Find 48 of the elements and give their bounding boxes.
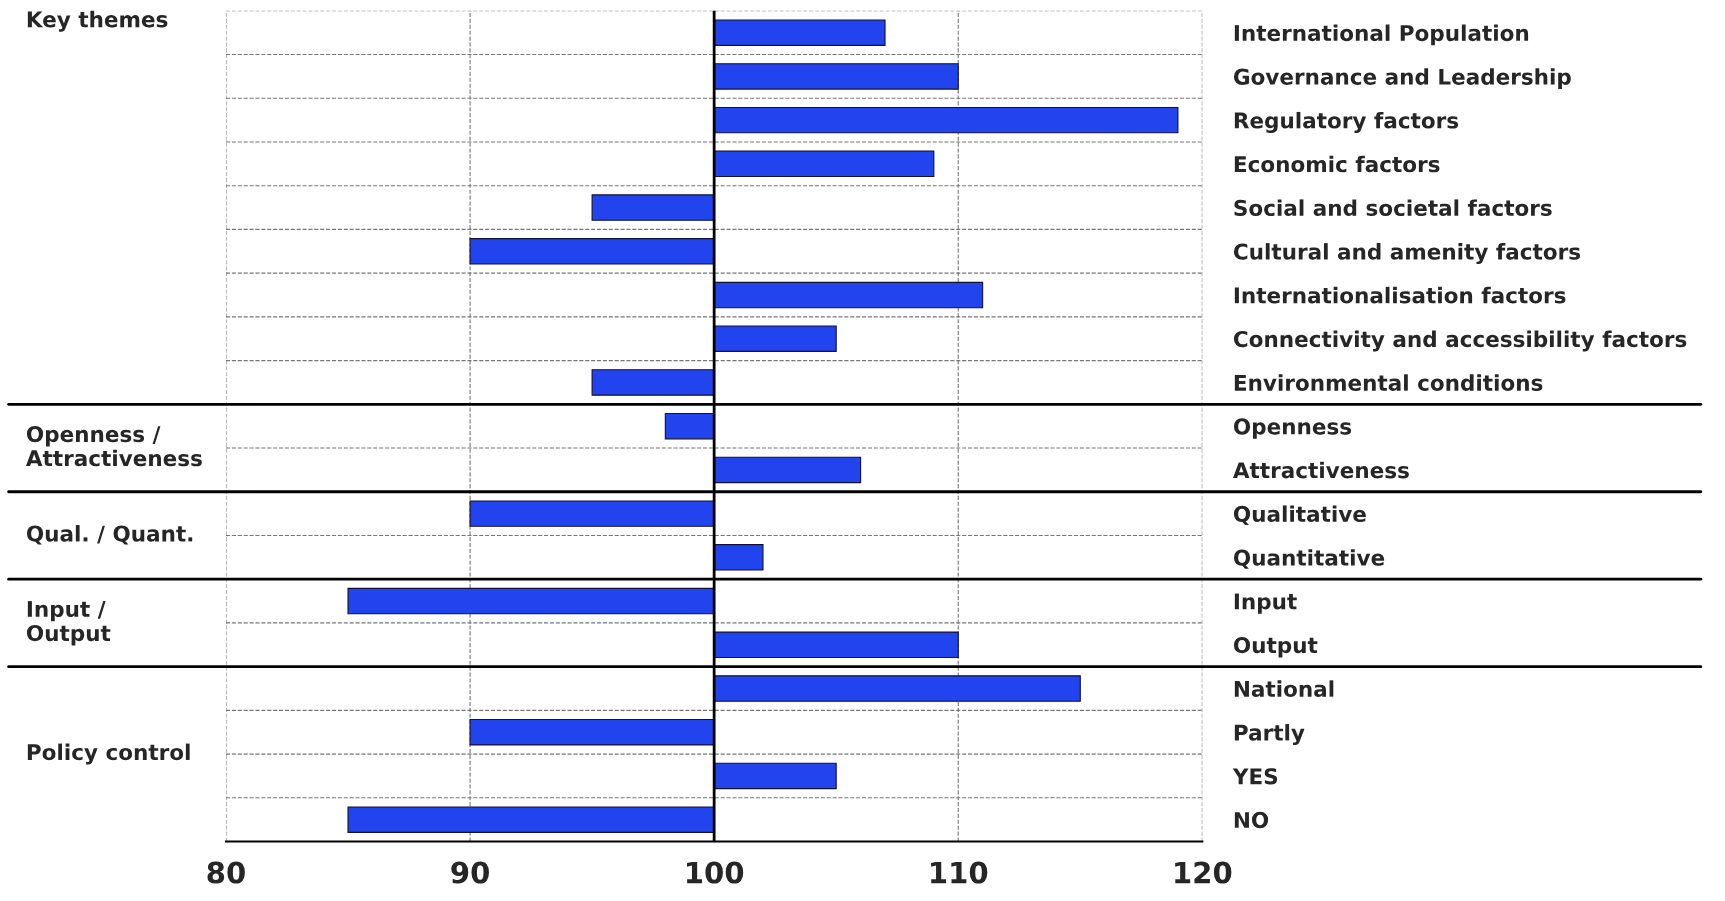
y-tick-label: Partly	[1234, 724, 1305, 746]
bar	[664, 412, 715, 440]
y-tick-label: Attractiveness	[1232, 461, 1409, 479]
y-tick-label: Environmental conditions	[1234, 374, 1543, 391]
bar	[713, 762, 837, 790]
bar	[713, 106, 1179, 134]
y-tick-label: Regulatory factors	[1234, 111, 1459, 133]
text: Openness / Attractiveness	[25, 425, 202, 467]
y-tick-label: NO	[1234, 811, 1269, 829]
y-tick-label: Connectivity and accessibility factors	[1233, 330, 1687, 352]
bar	[347, 587, 715, 615]
y-tick-label: YES	[1232, 768, 1278, 785]
bar	[713, 281, 984, 309]
y-tick-label: Input	[1234, 593, 1297, 614]
y-tick-label: Quantitative	[1233, 549, 1385, 569]
bar	[713, 544, 764, 571]
x-tick-label: 90	[451, 861, 489, 884]
y-tick-label: Output	[1233, 636, 1318, 658]
text: Policy control	[27, 743, 190, 765]
y-tick-label: Economic factors	[1234, 155, 1440, 173]
bar	[713, 675, 1081, 702]
bar	[469, 500, 715, 527]
bar	[469, 238, 715, 265]
bar	[591, 194, 715, 221]
y-tick-label: Governance and Leadership	[1233, 68, 1571, 90]
bar	[469, 718, 715, 746]
y-tick-label: International Population	[1234, 24, 1529, 46]
y-tick-label: National	[1234, 680, 1334, 697]
x-tick-label: 110	[931, 861, 988, 884]
bar	[713, 19, 886, 46]
bar	[713, 456, 862, 484]
x-tick-label: 100	[687, 861, 744, 884]
x-tick-label: 80	[207, 861, 245, 884]
text: Qual. / Quant.	[26, 525, 193, 545]
y-tick-label: Qualitative	[1233, 505, 1366, 525]
bar	[713, 631, 959, 659]
bar	[347, 806, 715, 833]
text: Input / Output	[26, 601, 111, 646]
y-tick-label: Internationalisation factors	[1234, 286, 1566, 304]
y-tick-label: Social and societal factors	[1234, 199, 1552, 217]
text: Key themes	[27, 10, 168, 32]
x-tick-label: 120	[1175, 861, 1232, 884]
y-tick-label: Openness	[1233, 418, 1352, 439]
bar	[713, 150, 935, 178]
bar	[713, 63, 959, 90]
bar	[591, 369, 715, 396]
y-tick-label: Cultural and amenity factors	[1233, 243, 1580, 265]
bar	[713, 325, 837, 352]
